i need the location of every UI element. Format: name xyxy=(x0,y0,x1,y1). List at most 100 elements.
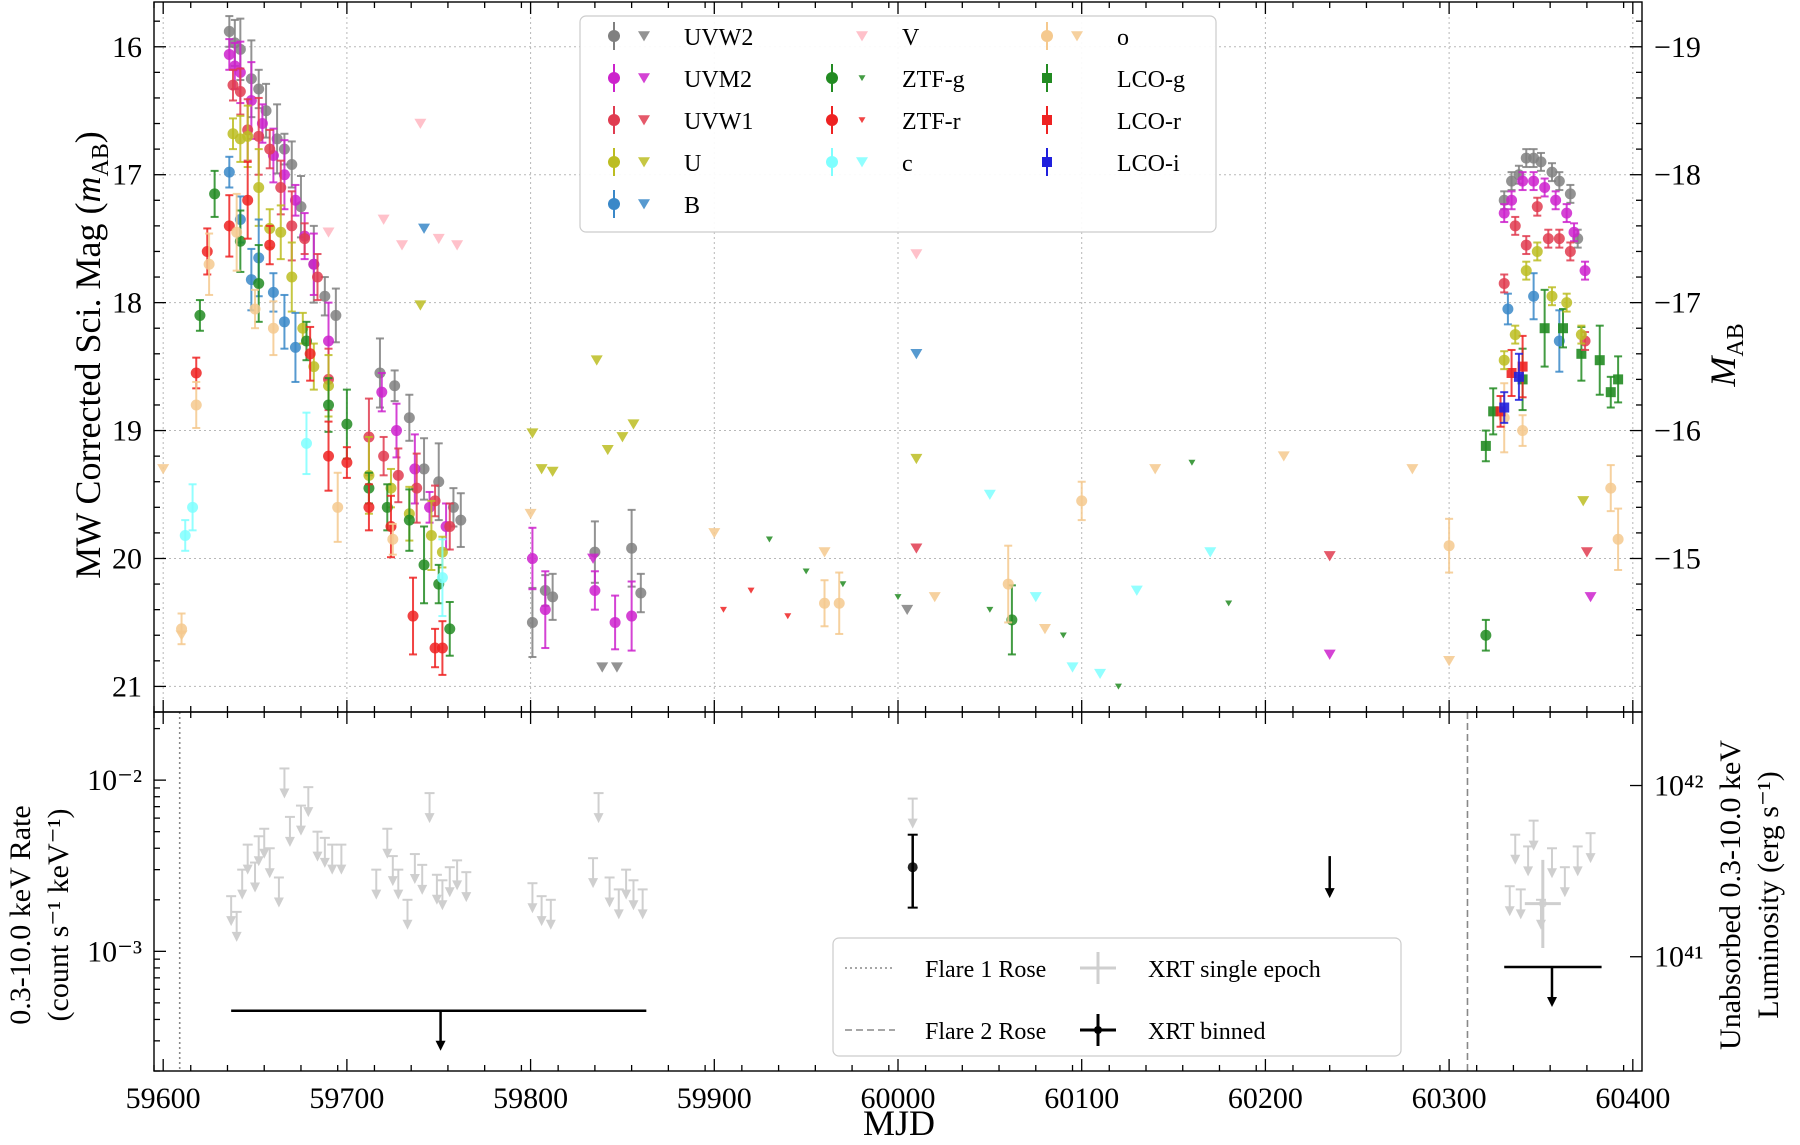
uvw1-flare2-point-0 xyxy=(1498,277,1510,289)
ztf-g-point-9 xyxy=(403,514,415,526)
uvm2-point-11 xyxy=(376,386,388,398)
legend-flare1-label: Flare 1 Rose xyxy=(925,957,1046,983)
top-y-tick-label-4: 20 xyxy=(112,542,142,575)
uvw2-upper-limit-1 xyxy=(610,662,623,673)
ztf-g-point-12 xyxy=(444,623,456,635)
xrt-single-ul-38-head xyxy=(628,900,639,911)
ztf-r-upper-limit-1 xyxy=(747,587,755,594)
legend-label-b: B xyxy=(684,193,700,219)
bottom-y-tick-label-1: 10⁻³ xyxy=(87,935,142,968)
uvm2-point-20 xyxy=(626,610,638,622)
x-tick-label-3: 59900 xyxy=(677,1082,752,1115)
u-upper-limit-1 xyxy=(535,464,548,475)
xrt-single-ul-8-head xyxy=(273,897,284,908)
xrt-single-ul-23-head xyxy=(417,884,428,895)
v-upper-limit-0 xyxy=(322,227,335,238)
top-y-title-post: ) xyxy=(68,131,108,143)
xrt-single-ul-2-head xyxy=(237,889,248,900)
u-upper-limit-4 xyxy=(601,444,614,456)
xrt-single-ul-40-head xyxy=(907,818,918,829)
ztf-g-upper-limit-5 xyxy=(1059,632,1067,639)
ztf-g-upper-limit-7 xyxy=(1188,459,1196,466)
xrt-single-ul-20-head xyxy=(393,889,404,900)
uvw1-flare2-point-4 xyxy=(1542,233,1554,245)
ztf-r-point-10 xyxy=(407,610,419,622)
bottom-right-tick-label-1: 10⁴¹ xyxy=(1654,941,1703,974)
uvm2-upper-limit-0 xyxy=(1323,649,1336,660)
uvm2-flare2-point-8 xyxy=(1579,265,1591,277)
b-point-5 xyxy=(278,316,290,328)
b-point-8 xyxy=(1528,290,1540,302)
xrt-single-ul-9-head xyxy=(279,788,290,799)
xrt-single-ul-50-head xyxy=(1585,853,1596,864)
legend-item-ztf-g: ZTF-g xyxy=(826,64,965,93)
top-y-tick-label-2: 18 xyxy=(112,287,142,320)
o-upper-limit-2 xyxy=(524,508,537,520)
uvw2-point-14 xyxy=(389,380,401,392)
o-upper-limit-7 xyxy=(1149,464,1162,475)
top-right-tick-label-3: −16 xyxy=(1654,415,1701,448)
lco-r-point-1 xyxy=(1506,367,1517,378)
o-point-3 xyxy=(231,226,243,238)
uvm2-upper-limit-2 xyxy=(587,553,600,564)
uvw2-point-19 xyxy=(455,514,467,526)
xrt-single-ul-3-head xyxy=(242,864,253,875)
ztf-g-point-14 xyxy=(1480,629,1492,641)
v-upper-limit-6 xyxy=(910,249,923,260)
uvw2-flare2-point-6 xyxy=(1546,166,1558,178)
ztf-g-point-3 xyxy=(253,277,265,289)
ztf-r-point-0 xyxy=(190,367,202,379)
xrt-single-ul-14-head xyxy=(319,857,330,868)
o-upper-limit-5 xyxy=(928,592,941,603)
xrt-binned-range-arrow-0-head xyxy=(435,1040,446,1051)
legend-label-lco-g: LCO-g xyxy=(1117,67,1185,93)
uvw1-upper-limit-1 xyxy=(1323,551,1336,562)
xrt-single-ul-25-head xyxy=(431,894,442,905)
xrt-single-ul-34-head xyxy=(593,813,604,824)
legend-label-uvw1: UVW1 xyxy=(684,109,753,135)
uvm2-flare2-point-6 xyxy=(1561,207,1573,219)
u-point-3 xyxy=(253,181,265,193)
xrt-single-ul-13-head xyxy=(312,851,323,862)
uvm2-point-10 xyxy=(323,335,335,347)
legend-item-o: o xyxy=(1041,22,1129,51)
uvm2-flare2-point-1 xyxy=(1506,194,1518,206)
legend-limit-v xyxy=(856,31,868,42)
top-y-tick-label-5: 21 xyxy=(112,670,142,703)
grid-layer xyxy=(154,2,1642,712)
lco-r-point-2 xyxy=(1517,361,1528,372)
top-y-tick-label-3: 19 xyxy=(112,415,142,448)
uvw2-point-20 xyxy=(526,616,538,628)
uvw1-point-15 xyxy=(444,521,456,533)
legend-limit-ztf-g xyxy=(858,75,866,82)
u-flare2-point-4 xyxy=(1546,290,1558,302)
uvm2-point-17 xyxy=(539,604,551,616)
legend-item-v: V xyxy=(856,25,920,51)
o-upper-limit-0 xyxy=(157,464,170,475)
c-upper-limit-3 xyxy=(1094,668,1107,680)
xrt-single-ul-5-head xyxy=(253,856,264,867)
o-point-16 xyxy=(1612,533,1624,545)
xrt-single-ul-31-head xyxy=(536,916,547,927)
ztf-r-point-7 xyxy=(341,457,353,469)
o-point-5 xyxy=(267,322,279,334)
x-axis-title: MJD xyxy=(863,1103,935,1140)
legend-item-uvw2: UVW2 xyxy=(608,22,753,51)
xrt-single-ul-30-head xyxy=(527,903,538,914)
xrt-single-ul-15-head xyxy=(327,864,338,875)
xrt-binned-ul-0-head xyxy=(1324,888,1335,899)
c-upper-limit-1 xyxy=(1029,592,1042,603)
top-right-tick-label-4: −15 xyxy=(1654,542,1701,575)
xrt-single-ul-41-head xyxy=(1504,906,1515,917)
uvw2-upper-limit-2 xyxy=(901,604,914,616)
uvw2-point-12 xyxy=(330,309,342,321)
uvw2-point-17 xyxy=(433,476,445,488)
ztf-g-point-5 xyxy=(323,399,335,411)
legend-layer: UVW2 UVM2 UVW1 UB V ZTF-g ZTF-r c o LCO-g LCO-r LCO… xyxy=(579,15,1402,1057)
u-upper-limit-3 xyxy=(590,355,603,366)
xrt-single-ul-26-head xyxy=(437,900,448,911)
legend-flare2-label: Flare 2 Rose xyxy=(925,1019,1046,1045)
o-point-7 xyxy=(387,533,399,545)
legend-marker-lco-g xyxy=(1042,73,1052,83)
